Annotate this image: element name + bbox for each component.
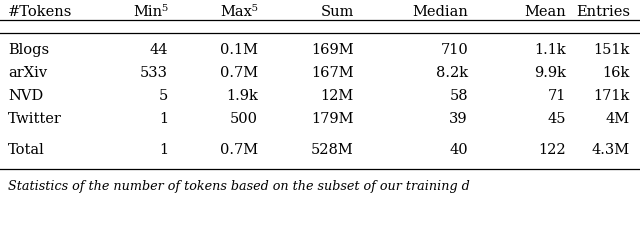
Text: 44: 44: [150, 43, 168, 57]
Text: 179M: 179M: [312, 112, 354, 126]
Text: 8.2k: 8.2k: [436, 66, 468, 80]
Text: #Tokens: #Tokens: [8, 5, 72, 19]
Text: arXiv: arXiv: [8, 66, 47, 80]
Text: 0.7M: 0.7M: [220, 143, 258, 157]
Text: Min⁵: Min⁵: [133, 5, 168, 19]
Text: 9.9k: 9.9k: [534, 66, 566, 80]
Text: 12M: 12M: [321, 89, 354, 103]
Text: 5: 5: [159, 89, 168, 103]
Text: 528M: 528M: [311, 143, 354, 157]
Text: 533: 533: [140, 66, 168, 80]
Text: 171k: 171k: [594, 89, 630, 103]
Text: 151k: 151k: [594, 43, 630, 57]
Text: Max⁵: Max⁵: [220, 5, 258, 19]
Text: 710: 710: [440, 43, 468, 57]
Text: 169M: 169M: [312, 43, 354, 57]
Text: Median: Median: [412, 5, 468, 19]
Text: 122: 122: [538, 143, 566, 157]
Text: 0.7M: 0.7M: [220, 66, 258, 80]
Text: 16k: 16k: [603, 66, 630, 80]
Text: NVD: NVD: [8, 89, 44, 103]
Text: 71: 71: [548, 89, 566, 103]
Text: Entries: Entries: [576, 5, 630, 19]
Text: 500: 500: [230, 112, 258, 126]
Text: Blogs: Blogs: [8, 43, 49, 57]
Text: Twitter: Twitter: [8, 112, 62, 126]
Text: 167M: 167M: [312, 66, 354, 80]
Text: 1.9k: 1.9k: [226, 89, 258, 103]
Text: 1: 1: [159, 143, 168, 157]
Text: 1: 1: [159, 112, 168, 126]
Text: Statistics of the number of tokens based on the subset of our training d: Statistics of the number of tokens based…: [8, 180, 470, 193]
Text: 4M: 4M: [606, 112, 630, 126]
Text: 40: 40: [449, 143, 468, 157]
Text: 4.3M: 4.3M: [592, 143, 630, 157]
Text: 1.1k: 1.1k: [534, 43, 566, 57]
Text: 0.1M: 0.1M: [220, 43, 258, 57]
Text: Mean: Mean: [524, 5, 566, 19]
Text: 39: 39: [449, 112, 468, 126]
Text: 58: 58: [449, 89, 468, 103]
Text: Sum: Sum: [321, 5, 354, 19]
Text: Total: Total: [8, 143, 45, 157]
Text: 45: 45: [547, 112, 566, 126]
